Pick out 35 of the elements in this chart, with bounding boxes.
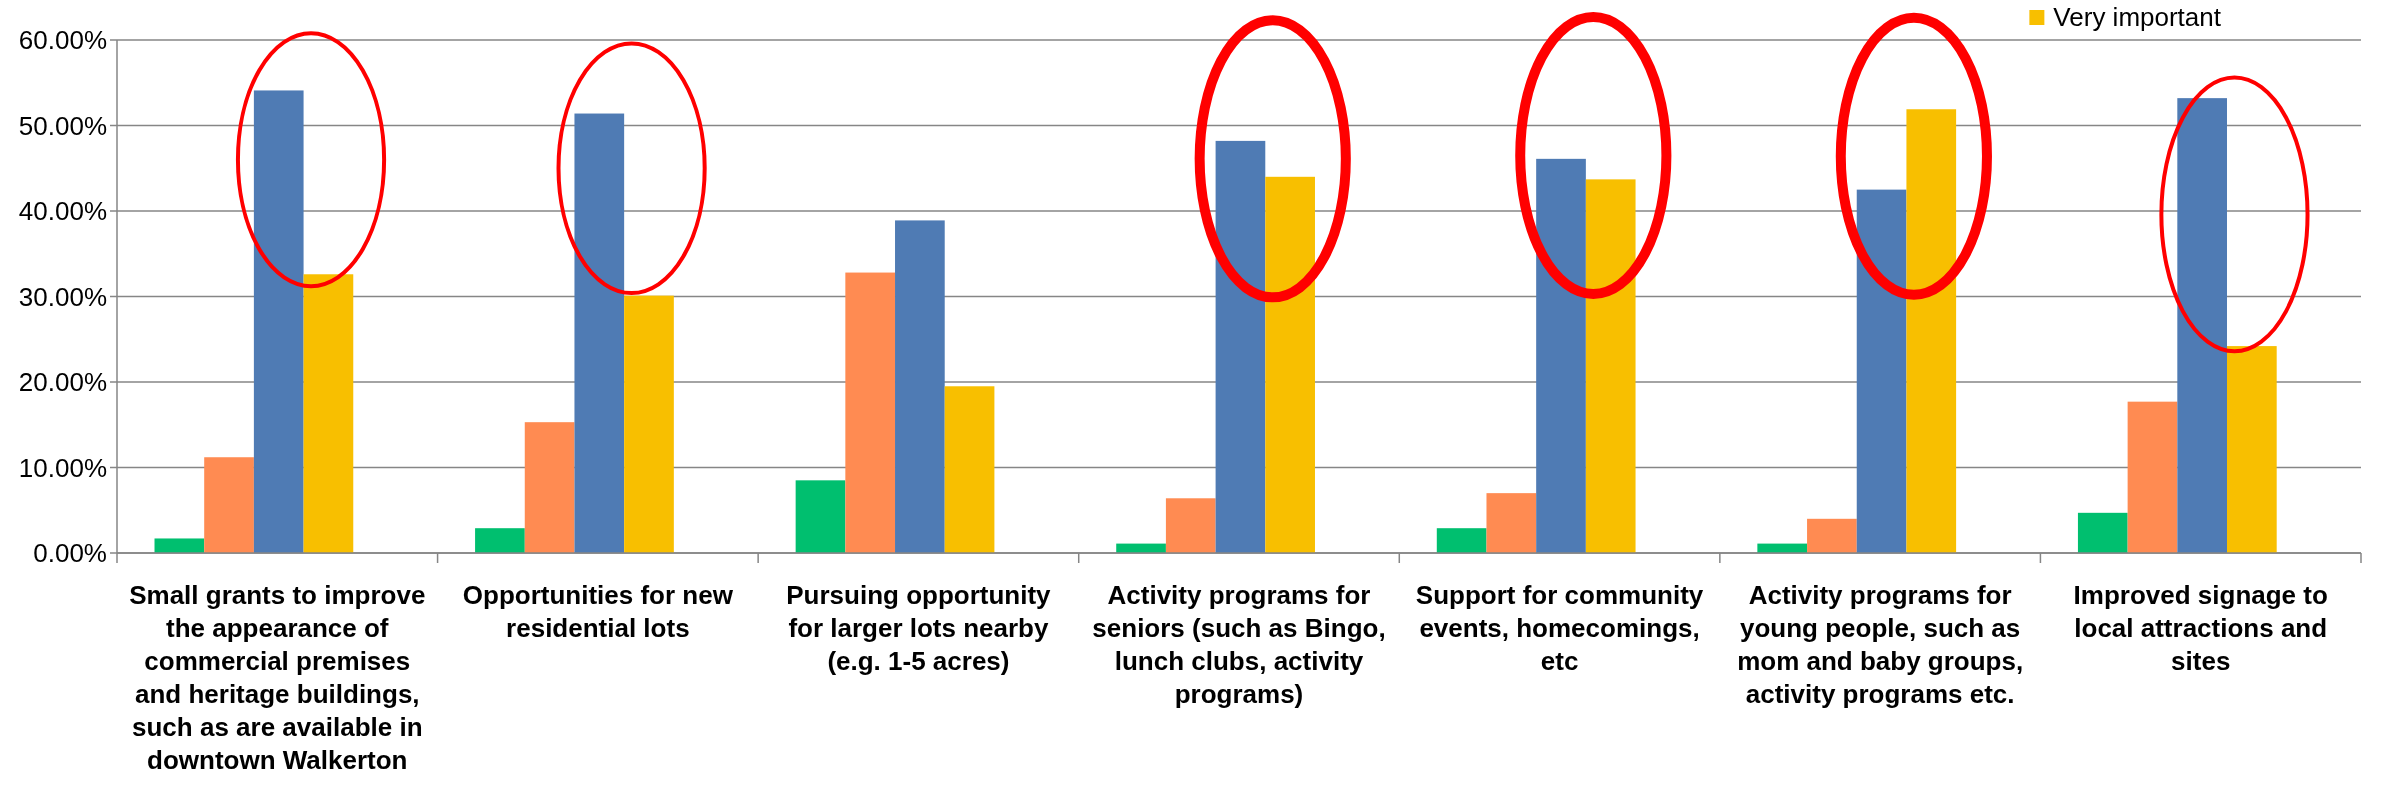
x-tick-label: Activity programs for seniors (such as Bingo, lunch clubs, activity programs) <box>1092 580 1386 709</box>
bar <box>2077 512 2128 553</box>
bar <box>1906 109 1957 553</box>
bar <box>1215 140 1266 553</box>
y-tick-label: 10.00% <box>18 452 107 483</box>
bar <box>944 386 995 553</box>
bar <box>1165 498 1216 553</box>
y-tick-label: 40.00% <box>18 196 107 227</box>
x-tick-label: Pursuing opportunity for larger lots nearby (e.g. 1-5 acres) <box>786 580 1052 676</box>
x-tick-label: Support for community events, homecomings, etc <box>1415 580 1704 676</box>
legend-label: Very important <box>2053 2 2222 32</box>
bar <box>1536 158 1586 553</box>
bar <box>1265 176 1315 553</box>
y-tick-label: 20.00% <box>18 367 107 398</box>
y-tick-label: 30.00% <box>18 281 107 312</box>
bar <box>524 422 575 553</box>
bar <box>895 220 945 553</box>
x-tick-label: Improved signage to local attractions and sites <box>2073 580 2328 676</box>
bar <box>204 457 254 553</box>
bar <box>1486 493 1537 553</box>
x-tick-label: Small grants to improve the appearance of commercial premises and heritage buildings, such as are available in downtown Walkerton <box>129 580 426 775</box>
bar <box>2127 401 2178 553</box>
x-tick-label: Opportunities for new residential lots <box>462 580 734 643</box>
bar <box>845 272 896 553</box>
bar <box>475 528 525 553</box>
bar <box>154 538 205 553</box>
y-tick-label: 0.00% <box>33 538 107 569</box>
bar <box>1807 518 1857 553</box>
bar <box>795 480 846 553</box>
bar <box>1436 528 1487 553</box>
x-tick-label: Activity programs for young people, such as mom and baby groups, activity programs etc. <box>1737 580 2024 709</box>
y-tick-label: 60.00% <box>18 25 107 56</box>
bar <box>1856 189 1907 553</box>
y-tick-label: 50.00% <box>18 110 107 141</box>
bar <box>1585 179 1636 553</box>
